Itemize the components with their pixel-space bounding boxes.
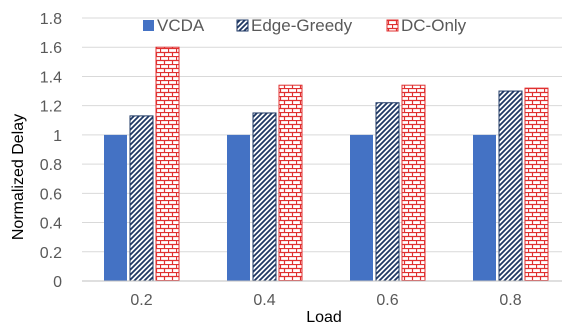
y-tick-label: 1.2: [40, 99, 62, 116]
bar-dc-only-0.8: [524, 87, 549, 282]
y-tick-label: 1.6: [40, 40, 62, 57]
y-tick-label: 0.2: [40, 245, 62, 262]
bar-vcda-0.6: [350, 134, 373, 281]
legend: VCDA Edge-Greedy DC-Only: [143, 16, 467, 35]
bar-dc-only-0.4: [278, 84, 303, 282]
bar-edge-greedy-0.8: [498, 90, 523, 282]
y-tick-label: 0.8: [40, 157, 62, 174]
axes: 0 0.2 0.4 0.6 0.8 1 1.2 1.4 1.6 1.8 0.2 0.4 0.6 0.8: [40, 11, 562, 309]
x-tick-label: 0.8: [499, 292, 521, 309]
legend-label: VCDA: [157, 16, 205, 35]
y-tick-label: 0.6: [40, 186, 62, 203]
x-axis-title: Load: [306, 309, 342, 326]
x-tick-label: 0.6: [376, 292, 398, 309]
legend-swatch: [143, 20, 154, 31]
y-tick-label: 0: [53, 274, 62, 291]
legend-label: DC-Only: [401, 16, 467, 35]
y-tick-label: 1: [53, 128, 62, 145]
bars: [104, 46, 549, 282]
bar-edge-greedy-0.2: [129, 115, 154, 282]
x-tick-label: 0.2: [130, 292, 152, 309]
legend-swatch: [386, 19, 399, 32]
bar-vcda-0.4: [227, 134, 250, 281]
y-tick-label: 0.4: [40, 216, 62, 233]
legend-label: Edge-Greedy: [251, 16, 353, 35]
y-tick-label: 1.8: [40, 11, 62, 28]
bar-edge-greedy-0.4: [252, 112, 277, 282]
bar-vcda-0.2: [104, 134, 127, 281]
y-axis-title: Normalized Delay: [10, 114, 27, 240]
bar-edge-greedy-0.6: [375, 102, 400, 282]
legend-swatch: [236, 19, 249, 32]
bar-vcda-0.8: [473, 134, 496, 281]
bar-dc-only-0.6: [401, 84, 426, 282]
x-tick-label: 0.4: [253, 292, 275, 309]
y-tick-label: 1.4: [40, 69, 62, 86]
bar-dc-only-0.2: [155, 46, 180, 282]
